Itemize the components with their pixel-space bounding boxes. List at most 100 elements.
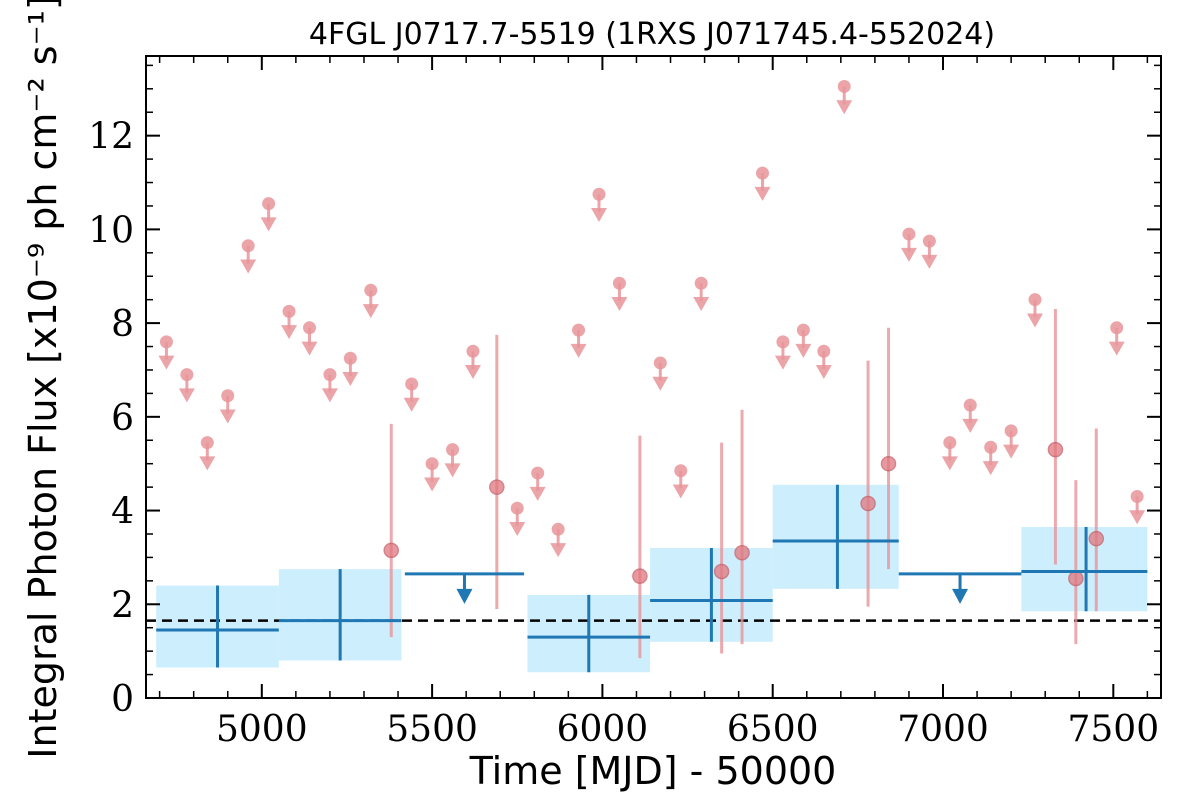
fine-upper-limit-marker (302, 321, 316, 335)
fine-upper-limit-marker (405, 377, 419, 391)
fine-upper-limit-marker (510, 501, 524, 515)
fine-upper-limit-arrow (591, 208, 608, 223)
fine-upper-limit-arrow (464, 365, 481, 379)
fine-upper-limit-marker (531, 466, 545, 480)
fine-upper-limit-marker (817, 344, 831, 358)
chart-title: 4FGL J0717.7-5519 (1RXS J071745.4-552024… (309, 17, 995, 52)
fine-upper-limit-arrow (1108, 341, 1125, 356)
fine-upper-limit-arrow (301, 341, 318, 356)
fine-upper-limit-marker (922, 234, 936, 248)
x-tick-label: 6000 (557, 709, 649, 750)
fine-upper-limit-arrow (962, 418, 979, 433)
fine-upper-limit-marker (364, 283, 378, 297)
fine-upper-limit-marker (572, 323, 586, 337)
fine-upper-limit-arrow (342, 372, 359, 387)
fine-upper-limit-arrow (921, 254, 938, 269)
fine-upper-limit-marker (1130, 489, 1144, 503)
fine-upper-limit-marker (1028, 293, 1042, 307)
fine-upper-limit-arrow (219, 409, 236, 424)
coarse-bin-points (156, 484, 1148, 673)
fine-upper-limit-arrow (1003, 444, 1020, 459)
fine-upper-limit-marker (902, 227, 916, 241)
fine-upper-limit-marker (551, 522, 565, 536)
fine-upper-limit-arrow (260, 217, 277, 232)
fine-upper-limit-marker (653, 356, 667, 370)
y-tick-label: 2 (111, 585, 134, 626)
fine-upper-limit-arrow (178, 388, 195, 403)
fine-detection-point (1088, 530, 1105, 547)
fine-detection-point (880, 455, 897, 472)
fine-upper-limit-arrow (815, 365, 832, 379)
fine-upper-limit-arrow (672, 484, 689, 499)
fine-upper-limit-marker (612, 276, 626, 290)
fine-detection-point (713, 563, 730, 580)
y-tick-label: 10 (88, 210, 134, 251)
fine-upper-limit-arrow (509, 521, 526, 536)
fine-upper-limit-marker (796, 323, 810, 337)
fine-detection-point (632, 568, 648, 584)
fine-upper-limit-marker (446, 443, 460, 457)
fine-upper-limit-marker (837, 79, 851, 93)
fine-upper-limit-arrow (281, 325, 298, 340)
x-tick-label: 5500 (386, 709, 478, 750)
fine-upper-limit-marker (755, 166, 769, 180)
fine-upper-limit-marker (776, 335, 790, 349)
y-tick-labels: 0 2 4 6 8 10 12 (88, 117, 134, 720)
fine-upper-limit-arrow (941, 456, 958, 471)
fine-upper-limit-arrow (199, 456, 216, 471)
fine-upper-limit-arrow (158, 355, 175, 370)
fine-upper-limit-marker (694, 276, 708, 290)
fine-upper-limit-arrow (774, 355, 791, 370)
fine-upper-limit-arrow (403, 397, 420, 412)
fine-detection-point (734, 544, 750, 561)
fine-upper-limit-marker (466, 344, 480, 358)
coarse-bin-band (772, 484, 899, 589)
y-tick-label: 12 (88, 117, 134, 158)
fine-upper-limit-arrow (240, 259, 257, 274)
fine-upper-limit-marker (221, 389, 235, 403)
fine-upper-limit-arrow (444, 463, 461, 478)
y-tick-label: 6 (111, 398, 134, 439)
fine-upper-limit-marker (425, 457, 439, 471)
axis-ticks (146, 56, 1161, 699)
fine-upper-limit-arrow (652, 376, 669, 391)
fine-upper-limit-marker (1004, 424, 1018, 438)
fine-detection-point (860, 495, 876, 512)
y-tick-label: 0 (111, 679, 134, 720)
fine-upper-limit-marker (984, 440, 998, 454)
y-tick-label: 8 (111, 304, 134, 345)
fine-upper-limit-arrow (424, 477, 441, 492)
fine-upper-limit-marker (159, 335, 173, 349)
fine-upper-limit-arrow (795, 343, 812, 358)
fine-upper-limit-arrow (836, 100, 853, 115)
fine-detection-point (1068, 570, 1084, 587)
x-tick-label: 7500 (1068, 709, 1160, 750)
fine-detection-point (383, 542, 399, 559)
x-tick-label: 5000 (216, 709, 308, 750)
fine-upper-limit-marker (262, 197, 276, 211)
fine-detection-point (1047, 441, 1064, 458)
fine-upper-limit-arrow (321, 388, 338, 403)
plot-frame (145, 55, 1162, 699)
fine-upper-limit-arrow (693, 297, 710, 312)
fine-upper-limit-marker (963, 398, 977, 412)
fine-upper-limit-arrow (754, 186, 771, 201)
fine-upper-limit-arrow (1026, 313, 1043, 328)
fine-upper-limit-marker (943, 436, 957, 450)
fine-upper-limit-marker (180, 368, 194, 382)
coarse-bin-band (1021, 526, 1148, 612)
fine-upper-limit-arrow (362, 304, 379, 319)
fine-upper-limit-marker (282, 304, 296, 318)
fine-upper-limit-marker (343, 351, 357, 365)
fine-upper-limit-arrow (611, 297, 628, 312)
fine-upper-limit-marker (1110, 321, 1124, 335)
coarse-upper-limit-arrow (952, 588, 969, 604)
fine-upper-limit-marker (323, 368, 337, 382)
fine-upper-limit-arrow (529, 486, 546, 501)
fine-upper-limit-marker (200, 436, 214, 450)
fine-upper-limit-arrow (550, 543, 567, 558)
y-tick-label: 4 (111, 492, 134, 533)
fine-detection-point (489, 479, 505, 495)
fine-upper-limit-marker (592, 187, 606, 201)
